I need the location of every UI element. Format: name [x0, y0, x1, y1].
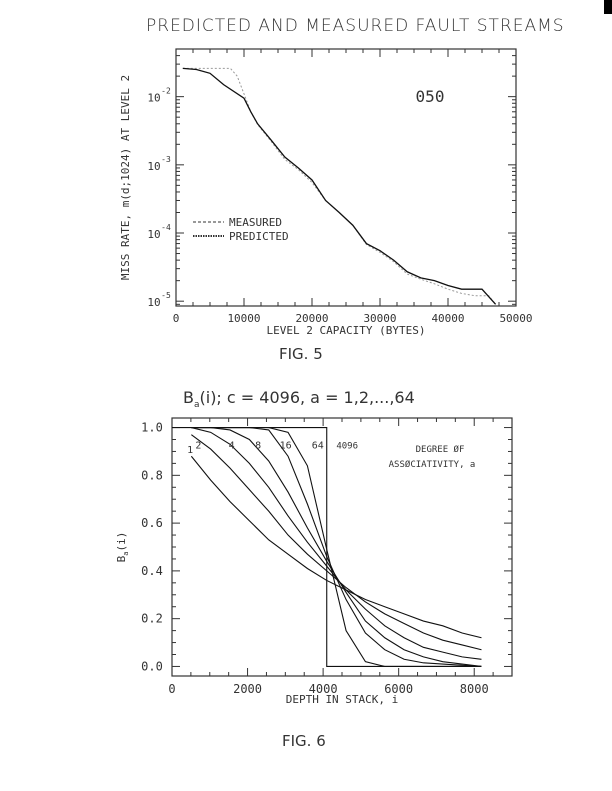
fig5-caption: FIG. 5 [279, 345, 323, 363]
x-tick-label: 20000 [295, 312, 328, 325]
y-tick-label: 1.0 [141, 421, 163, 435]
title-subscript: a [193, 400, 200, 411]
y-axis-label: Ba(i) [115, 532, 130, 563]
page-corner-mark [604, 0, 612, 14]
title-symbol: B [183, 388, 194, 407]
curve-label-8: 8 [255, 440, 261, 451]
chart1-annotation: 050 [416, 87, 445, 106]
y-tick-label: 10 [147, 296, 160, 309]
legend-label-predicted: PREDICTED [229, 230, 289, 243]
title-rest: (i); c = 4096, a = 1,2,...,64 [199, 388, 415, 407]
y-tick-exponent: -4 [161, 223, 171, 232]
y-tick-label: 10 [147, 228, 160, 241]
fig6-caption: FIG. 6 [282, 732, 326, 750]
x-tick-label: 0 [168, 682, 175, 696]
chart2-title: Ba(i); c = 4096, a = 1,2,...,64 [183, 388, 415, 410]
curve-label-2: 2 [195, 440, 201, 451]
x-axis-label: LEVEL 2 CAPACITY (BYTES) [267, 324, 426, 337]
legend-label-measured: MEASURED [229, 216, 282, 229]
y-tick-label: 0.0 [141, 659, 163, 673]
x-tick-label: 40000 [431, 312, 464, 325]
page-title: PREDICTED AND MEASURED FAULT STREAMS [146, 16, 565, 36]
curve-a-4096 [172, 427, 482, 667]
curve-label-16: 16 [280, 440, 292, 451]
x-tick-label: 50000 [499, 312, 532, 325]
y-tick-label: 0.8 [141, 468, 163, 482]
y-axis-label-text: Ba(i) [115, 532, 130, 563]
curve-a-1 [190, 455, 482, 639]
x-tick-label: 4000 [309, 682, 338, 696]
y-axis-label: MISS RATE, m(d;1024) AT LEVEL 2 [119, 75, 132, 280]
y-tick-exponent: -5 [161, 291, 171, 300]
x-tick-label: 2000 [233, 682, 262, 696]
y-label-part: (i) [115, 532, 128, 552]
chart2-frame [171, 417, 513, 677]
curve-a-16 [191, 427, 482, 667]
x-axis-label: DEPTH IN STACK, i [286, 693, 399, 706]
series-predicted [182, 67, 497, 305]
curve-label-4096: 4096 [336, 441, 358, 451]
x-tick-label: 30000 [363, 312, 396, 325]
y-tick-label: 10 [147, 92, 160, 105]
y-tick-label: 0.6 [141, 516, 163, 530]
series-measured [182, 67, 496, 305]
x-tick-label: 6000 [384, 682, 413, 696]
annotation-line-1: DEGREE ØF [416, 444, 465, 455]
y-tick-label: 0.2 [141, 612, 163, 626]
curve-label-64: 64 [312, 440, 324, 451]
annotation-line-2: ASSØCIATIVITY, a [389, 459, 476, 470]
y-tick-exponent: -2 [161, 87, 171, 96]
x-tick-label: 0 [173, 312, 180, 325]
y-label-part: a [122, 552, 130, 556]
curve-label-4: 4 [229, 440, 235, 451]
x-tick-label: 10000 [227, 312, 260, 325]
y-tick-label: 10 [147, 160, 160, 173]
y-label-part: B [115, 555, 128, 562]
y-tick-label: 0.4 [141, 564, 163, 578]
x-tick-label: 8000 [460, 682, 489, 696]
y-tick-exponent: -3 [161, 155, 171, 164]
curve-label-1: 1 [187, 445, 193, 456]
